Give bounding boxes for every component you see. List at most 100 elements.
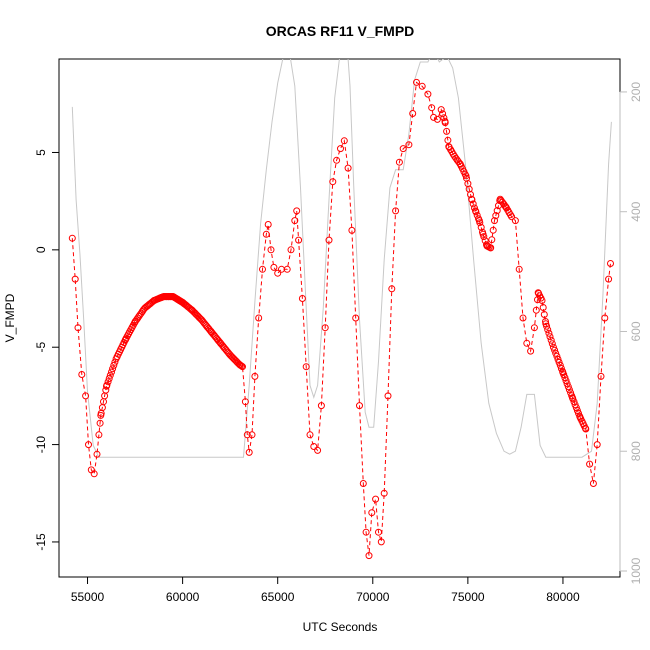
data-point [437,106,445,114]
x-tick-label: 75000 [451,590,485,604]
y-tick-label: -10 [34,436,48,454]
data-point [586,460,594,468]
data-point [108,368,115,376]
right-axis-tick-label: 200 [629,82,643,102]
data-point [262,230,270,238]
data-point [561,374,569,382]
data-point [582,425,590,433]
data-point [439,110,447,118]
data-point [593,441,601,449]
data-point [85,441,92,449]
data-point [321,324,329,332]
data-point [418,82,426,90]
data-point [362,528,370,536]
data-point [547,336,555,344]
data-point [274,269,282,277]
data-point [103,381,111,389]
right-axis-tick-label: 1000 [629,557,643,584]
data-point [527,347,535,355]
data-point [270,263,278,271]
data-point [562,377,570,385]
data-point [243,431,251,439]
x-tick-label: 80000 [546,590,580,604]
data-point [570,398,578,406]
y-tick-label: -15 [34,533,48,551]
data-point [433,115,441,123]
data-point [477,223,485,231]
data-point [110,361,118,369]
data-point [511,217,519,225]
data-point [109,365,117,373]
data-point [489,226,497,234]
data-point [487,244,495,252]
data-point [532,306,540,314]
data-point [551,346,559,354]
data-point [428,104,436,112]
data-point [239,363,246,371]
data-point [337,145,344,153]
data-point [564,383,572,391]
data-point [287,246,295,254]
data-point [440,114,448,122]
data-point [540,311,548,318]
data-point [543,322,551,330]
data-point [190,308,198,316]
data-point [523,339,531,347]
data-point [241,398,249,406]
data-point [329,178,337,186]
y-axis: -15 -10 -5 0 5 [34,149,60,551]
data-point [317,402,325,410]
data-point [372,495,380,503]
data-point [255,314,263,322]
data-point [333,156,341,164]
data-point [293,207,301,215]
data-point [469,200,477,208]
data-point [95,431,103,439]
data-point [553,352,561,360]
chart-title: ORCAS RF11 V_FMPD [266,23,415,39]
data-point [565,386,573,394]
right-axis-tick-label: 400 [629,201,643,221]
plot-frame [58,58,621,578]
data-point [554,355,562,363]
data-point [368,509,376,517]
y-tick-label: 0 [34,246,48,253]
data-point [472,208,480,216]
right-axis: 200 400 600 800 1000 [619,82,643,584]
data-point [491,217,498,225]
data-point [409,110,417,117]
data-point [388,285,396,293]
data-point [325,236,333,244]
x-tick-label: 55000 [71,590,105,604]
data-point [405,141,413,149]
data-point [78,371,86,378]
reference-line-layer [71,59,612,458]
data-point [515,265,523,273]
data-point [68,234,76,242]
data-point [395,158,403,166]
data-point [530,324,538,332]
data-point [251,372,259,380]
data-point [607,260,614,267]
data-point [508,213,516,221]
data-point [352,314,360,322]
data-point [248,431,256,439]
data-point [82,392,90,400]
data-point [392,207,400,215]
x-tick-label: 65000 [261,590,295,604]
data-point [365,552,373,560]
data-point [441,119,449,127]
data-point [238,362,246,370]
data-point [74,324,82,332]
data-point [430,113,438,121]
data-point [377,538,385,546]
data-point [340,137,348,145]
data-point [492,212,500,220]
data-point [380,489,388,497]
data-point [605,275,613,283]
data-point [90,470,98,478]
data-point [302,363,310,371]
data-point [399,145,407,153]
data-point [556,361,564,369]
